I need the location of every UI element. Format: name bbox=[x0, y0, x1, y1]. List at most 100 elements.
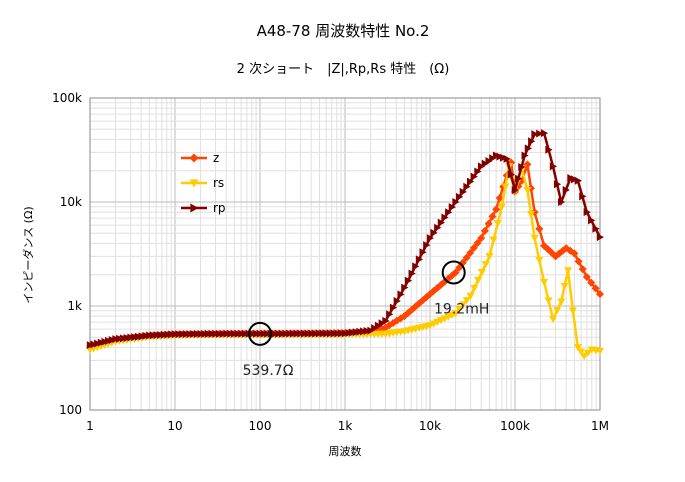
data-point-rp bbox=[401, 283, 409, 292]
data-point-z bbox=[462, 253, 471, 262]
data-point-rp bbox=[116, 334, 124, 343]
data-point-rs bbox=[493, 220, 502, 228]
data-point-z bbox=[484, 219, 493, 228]
data-point-rp bbox=[216, 329, 224, 338]
data-point-rp bbox=[463, 182, 471, 191]
y-tick-label: 1k bbox=[67, 299, 82, 313]
data-point-rs bbox=[540, 278, 549, 287]
data-point-rs bbox=[477, 268, 486, 277]
legend-swatch-marker bbox=[190, 203, 199, 213]
data-point-rp bbox=[330, 329, 338, 338]
data-point-rp bbox=[105, 336, 113, 345]
data-point-rp bbox=[434, 223, 442, 232]
data-point-z bbox=[596, 290, 604, 299]
data-point-rp bbox=[253, 329, 261, 338]
data-point-rp bbox=[260, 329, 268, 338]
data-point-rp bbox=[186, 330, 194, 339]
data-point-rp bbox=[583, 208, 591, 217]
data-point-rs bbox=[481, 261, 490, 269]
data-point-rp bbox=[437, 218, 445, 227]
x-tick-label: 10k bbox=[419, 419, 441, 433]
data-point-rp bbox=[477, 162, 486, 171]
data-point-rp bbox=[149, 331, 158, 340]
data-point-rp bbox=[345, 329, 353, 338]
data-point-rp bbox=[467, 177, 475, 186]
data-point-rp bbox=[562, 186, 570, 195]
data-point-z bbox=[578, 265, 587, 274]
data-point-rp bbox=[179, 330, 187, 339]
data-point-rp bbox=[193, 330, 202, 339]
data-point-rs bbox=[553, 307, 562, 315]
data-point-rp bbox=[485, 156, 493, 165]
data-point-rp bbox=[275, 329, 283, 338]
data-point-rp bbox=[540, 129, 549, 138]
x-tick-label: 100 bbox=[249, 419, 272, 433]
x-axis-label: 周波数 bbox=[329, 445, 362, 458]
data-point-rp bbox=[445, 208, 453, 217]
data-point-rp bbox=[571, 175, 579, 184]
data-point-rp bbox=[588, 216, 596, 225]
legend-item-z: z bbox=[181, 151, 219, 165]
data-point-rs bbox=[455, 305, 464, 313]
data-point-rp bbox=[264, 329, 272, 338]
data-point-rp bbox=[241, 329, 250, 338]
data-point-rp bbox=[112, 335, 120, 344]
data-point-z bbox=[582, 273, 591, 282]
legend-item-rs: rs bbox=[181, 176, 224, 190]
data-point-rs bbox=[596, 347, 604, 355]
y-tick-labels: 100 1k 10k 100k bbox=[52, 91, 82, 417]
annotation-label: 19.2mH bbox=[434, 301, 489, 317]
data-point-rp bbox=[312, 329, 320, 338]
data-point-rp bbox=[452, 198, 460, 206]
data-point-rp bbox=[308, 329, 316, 338]
data-point-rp bbox=[404, 276, 413, 285]
data-point-rp bbox=[515, 174, 523, 183]
data-point-rs bbox=[568, 307, 577, 315]
data-point-rp bbox=[108, 336, 116, 345]
data-point-rs bbox=[560, 282, 569, 291]
data-point-rp bbox=[271, 329, 279, 338]
data-point-rp bbox=[142, 331, 150, 340]
data-point-rs bbox=[563, 267, 572, 275]
data-point-rp bbox=[101, 337, 109, 346]
data-point-rp bbox=[297, 329, 305, 338]
data-point-rp bbox=[367, 326, 375, 335]
data-point-rp bbox=[234, 329, 242, 338]
data-point-rs bbox=[470, 284, 479, 293]
data-point-z bbox=[492, 205, 501, 214]
data-point-rp bbox=[363, 327, 371, 336]
data-point-rp bbox=[175, 330, 183, 339]
data-point-rp bbox=[596, 233, 604, 242]
data-point-rs bbox=[583, 349, 592, 357]
data-point-rp bbox=[419, 248, 427, 257]
data-point-rp bbox=[528, 137, 536, 146]
data-point-rp bbox=[430, 228, 438, 237]
data-point-rp bbox=[160, 330, 169, 339]
data-point-rs bbox=[459, 301, 468, 309]
data-point-z bbox=[570, 249, 579, 258]
legend-swatch-marker bbox=[189, 179, 199, 188]
chart-subtitle: 2 次ショート |Z|,Rp,Rs 特性 (Ω) bbox=[237, 61, 450, 77]
data-point-rp bbox=[119, 334, 128, 343]
data-point-rs bbox=[451, 310, 460, 318]
data-point-rp bbox=[356, 327, 364, 336]
data-point-rs bbox=[544, 297, 553, 305]
data-point-rp bbox=[536, 129, 544, 138]
data-point-rp bbox=[524, 144, 532, 153]
data-point-rp bbox=[549, 162, 558, 171]
data-point-rp bbox=[349, 328, 357, 337]
data-point-rp bbox=[249, 329, 257, 338]
data-point-rp bbox=[138, 332, 146, 341]
data-point-rs bbox=[474, 276, 483, 285]
data-point-z bbox=[488, 212, 497, 221]
data-point-rp bbox=[146, 331, 154, 340]
data-point-rp bbox=[164, 330, 172, 339]
data-point-rp bbox=[289, 329, 298, 338]
data-point-z bbox=[473, 238, 482, 247]
x-tick-label: 1M bbox=[591, 419, 609, 433]
data-point-rp bbox=[94, 339, 102, 348]
annotation-circle bbox=[248, 321, 272, 346]
legend-swatch-marker bbox=[189, 153, 199, 163]
data-point-rp bbox=[153, 331, 161, 340]
